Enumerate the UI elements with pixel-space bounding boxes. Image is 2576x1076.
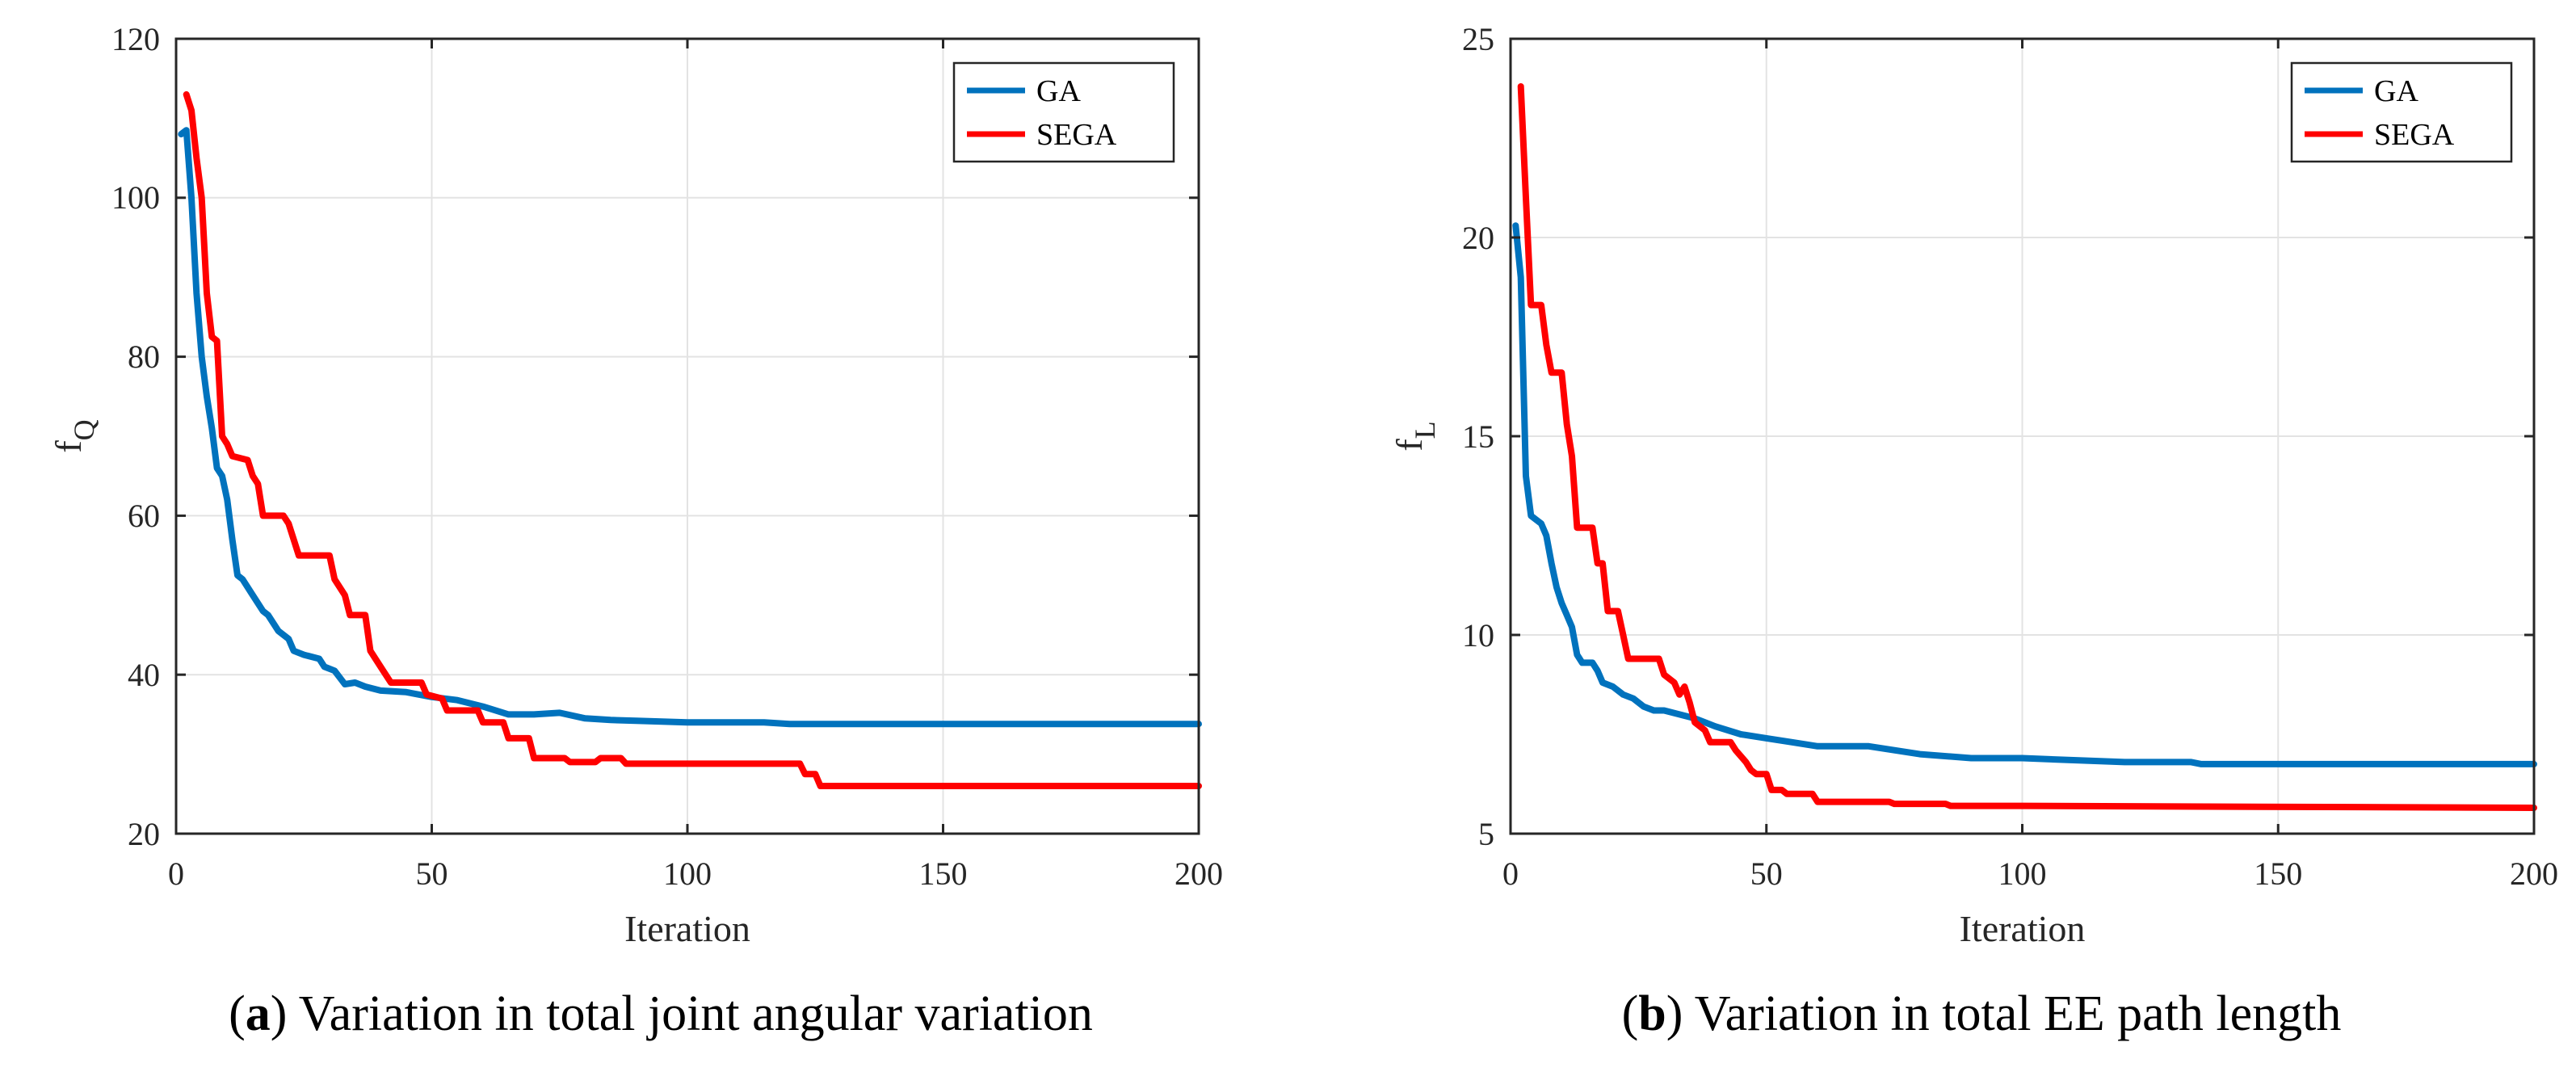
chart-b-legend: GA SEGA — [2290, 61, 2513, 163]
chart-b-legend-label-ga: GA — [2374, 74, 2418, 108]
chart-b-ytick-label: 10 — [1462, 617, 1494, 654]
chart-a-ytick-label: 120 — [111, 21, 160, 57]
chart-b-ytick-label: 25 — [1462, 21, 1494, 57]
chart-a-series-ga — [178, 127, 1202, 728]
chart-b-caption: (b) Variation in total EE path length — [1622, 986, 2342, 1041]
chart-b-caption-close-paren: ) — [1666, 986, 1683, 1041]
chart-a-xtick-label: 0 — [168, 855, 184, 892]
chart-a-legend-box — [952, 61, 1175, 163]
chart-b-xtick-label: 50 — [1750, 855, 1783, 892]
chart-b-series-ga — [1512, 222, 2537, 767]
chart-a-series — [178, 90, 1202, 789]
chart-a-ylabel: fQ — [48, 419, 100, 452]
chart-a-xtick-label: 50 — [416, 855, 448, 892]
svg-text:fL: fL — [1389, 421, 1441, 451]
chart-a-ytick-label: 20 — [128, 816, 160, 852]
chart-a-series-sega — [183, 90, 1202, 789]
chart-b-xtick-label: 200 — [2510, 855, 2558, 892]
chart-b-xtick-label: 100 — [1998, 855, 2047, 892]
chart-b-caption-open-paren: ( — [1622, 986, 1639, 1041]
chart-b-ytick-label: 15 — [1462, 418, 1494, 455]
chart-a-caption-open-paren: ( — [229, 986, 246, 1041]
chart-a-caption-close-paren: ) — [271, 986, 288, 1041]
chart-a-ytick-label: 100 — [111, 179, 160, 216]
chart-a-xtick-label: 200 — [1175, 855, 1223, 892]
chart-b-ylabel-main: f — [1389, 439, 1430, 452]
chart-b-series — [1512, 83, 2537, 811]
chart-a-xtick-label: 150 — [919, 855, 968, 892]
chart-b-xtick-labels: 0 50 100 150 200 — [1502, 855, 2558, 892]
chart-a-legend-label-sega: SEGA — [1036, 118, 1117, 152]
chart-b-caption-letter: b — [1638, 986, 1666, 1041]
chart-a-caption-letter: a — [246, 986, 271, 1041]
chart-a-legend: GA SEGA — [952, 61, 1175, 163]
chart-a-xtick-labels: 0 50 100 150 200 — [168, 855, 1223, 892]
svg-text:fQ: fQ — [48, 419, 100, 452]
chart-b-legend-label-sega: SEGA — [2374, 118, 2455, 152]
chart-a-caption-text: Variation in total joint angular variati… — [287, 986, 1093, 1041]
chart-b-ylabel-sub: L — [1409, 421, 1441, 439]
chart-a-legend-label-ga: GA — [1036, 74, 1081, 108]
chart-b: 0 50 100 150 200 5 10 15 20 25 Iteration… — [1389, 21, 2558, 1041]
chart-b-ticks — [1509, 37, 2536, 835]
chart-a-ylabel-main: f — [48, 440, 89, 453]
chart-a: 0 50 100 150 200 20 40 60 80 100 120 Ite… — [48, 21, 1223, 1041]
chart-b-xlabel: Iteration — [1960, 908, 2086, 949]
chart-a-ytick-label: 80 — [128, 338, 160, 375]
chart-a-xtick-label: 100 — [663, 855, 712, 892]
chart-b-legend-box — [2290, 61, 2513, 163]
chart-b-ytick-label: 20 — [1462, 220, 1494, 256]
chart-a-ytick-label: 40 — [128, 657, 160, 693]
chart-b-caption-text: Variation in total EE path length — [1683, 986, 2341, 1041]
chart-a-xlabel: Iteration — [624, 908, 750, 949]
chart-a-ticks — [174, 37, 1200, 835]
chart-a-ylabel-sub: Q — [68, 419, 100, 440]
chart-b-ylabel: fL — [1389, 421, 1441, 451]
chart-a-ytick-label: 60 — [128, 498, 160, 534]
chart-b-xtick-label: 150 — [2254, 855, 2302, 892]
chart-b-series-sega — [1517, 83, 2537, 811]
chart-a-ytick-labels: 20 40 60 80 100 120 — [111, 21, 160, 852]
chart-b-ytick-labels: 5 10 15 20 25 — [1462, 21, 1494, 852]
chart-b-ytick-label: 5 — [1478, 816, 1494, 852]
chart-b-xtick-label: 0 — [1502, 855, 1519, 892]
chart-a-caption: (a) Variation in total joint angular var… — [229, 986, 1093, 1041]
